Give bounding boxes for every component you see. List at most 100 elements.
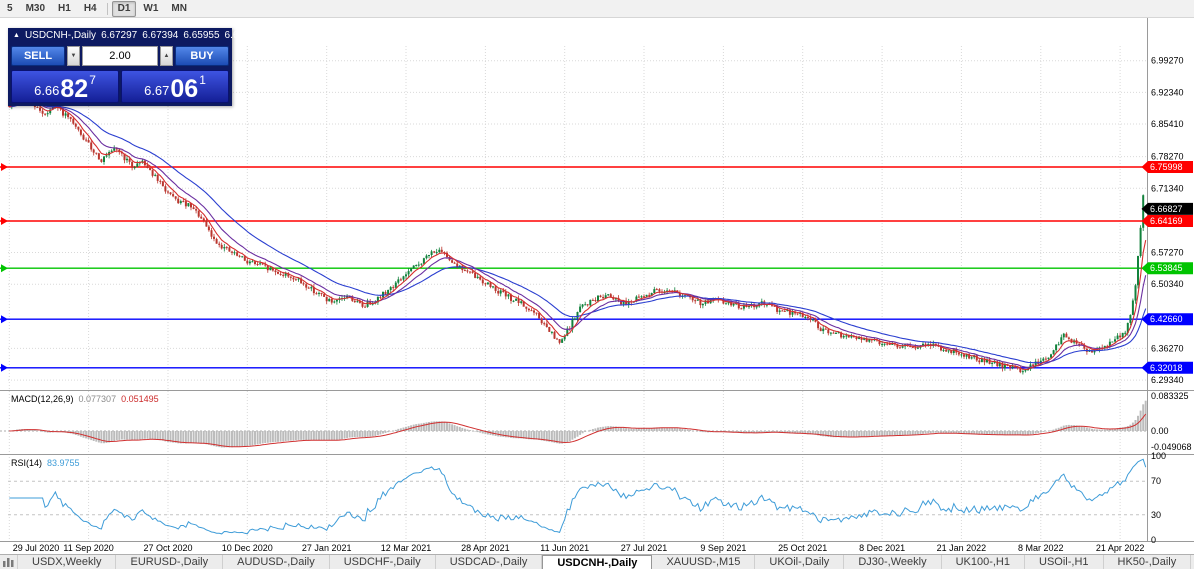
sell-price-big: 82 (60, 74, 89, 103)
macd-signal-value: 0.051495 (121, 394, 159, 404)
chart-tab-audusd-daily[interactable]: AUDUSD-,Daily (223, 555, 330, 569)
macd-signal-line (9, 413, 1147, 448)
macd-panel (0, 400, 1147, 448)
chart-tab-bar: USDX,Weekly EURUSD-,Daily AUDUSD-,Daily USD… (0, 554, 1194, 569)
price-badge (1141, 215, 1193, 227)
price-badge (1141, 361, 1193, 374)
collapse-panel-icon[interactable]: ▲ (13, 32, 20, 39)
chart-tab-ukoil-daily[interactable]: UKOil-,Daily (755, 555, 845, 569)
timeframe-5[interactable]: 5 (1, 1, 19, 17)
price-axis-label: 6.57270 (1151, 248, 1184, 258)
price-badge (1141, 202, 1193, 215)
time-axis-label: 10 Dec 2020 (222, 543, 273, 553)
price-axis-label: 6.36270 (1151, 343, 1184, 353)
buy-button[interactable]: BUY (175, 46, 229, 66)
moving-average-lines (8, 99, 1147, 370)
chart-background (0, 18, 1194, 554)
time-axis-label: 11 Sep 2020 (63, 543, 113, 553)
moving-average-line (8, 99, 1147, 370)
price-badge-label: 6.64169 (1150, 216, 1183, 226)
rsi-axis-label: 70 (1151, 476, 1161, 486)
level-left-marker (1, 315, 8, 324)
macd-axis-min: -0.049068 (1151, 442, 1192, 452)
time-axis-label: 9 Sep 2021 (700, 543, 746, 553)
level-left-marker (1, 264, 8, 273)
time-axis-label: 25 Oct 2021 (778, 543, 827, 553)
timeframe-d1[interactable]: D1 (111, 0, 137, 17)
chart-tab-xauusd-m15[interactable]: XAUUSD-,M15 (652, 555, 756, 569)
price-axis-label: 6.71340 (1151, 183, 1184, 193)
sell-price-button[interactable]: 6.66 82 7 (11, 70, 119, 103)
price-axis-label: 6.29340 (1151, 375, 1184, 385)
time-axis-label: 8 Mar 2022 (1018, 543, 1064, 553)
panel-separators[interactable] (0, 18, 1194, 542)
price-chart[interactable]: 6.99270 6.92340 6.85410 6.78270 6.71340 6.572… (0, 18, 1194, 554)
time-axis-label: 11 Jun 2021 (540, 543, 589, 553)
price-badge-label: 6.66827 (1150, 204, 1183, 214)
time-axis-label: 8 Dec 2021 (859, 543, 905, 553)
volume-decrease-button[interactable]: ▼ (67, 46, 80, 66)
price-badge (1141, 313, 1193, 326)
chart-tab-usoil-h1[interactable]: USOil-,H1 (1025, 555, 1104, 569)
timeframe-m30[interactable]: M30 (20, 1, 51, 17)
moving-average-line (9, 101, 1147, 368)
price-badge-label: 6.75998 (1150, 162, 1183, 172)
one-click-trading-panel: ▲ USDCNH-,Daily 6.67297 6.67394 6.65955 … (8, 28, 261, 106)
trade-price-row: 6.66 82 7 6.67 06 1 (8, 68, 232, 106)
rsi-axis-label: 100 (1151, 451, 1166, 461)
timeframe-h1[interactable]: H1 (52, 1, 77, 17)
chart-tab-eurusd-daily[interactable]: EURUSD-,Daily (116, 555, 224, 569)
level-left-marker (1, 217, 8, 225)
sell-price-pip: 7 (89, 73, 96, 87)
chart-tab-dj30-weekly[interactable]: DJ30-,Weekly (844, 555, 942, 569)
time-axis-label: 21 Apr 2022 (1096, 543, 1145, 553)
price-badges: 6.75998 6.64169 6.53845 6.42660 6.32018 6.668… (1141, 161, 1193, 374)
price-axis-label: 6.50340 (1151, 279, 1184, 289)
chart-symbol-title: USDCNH-,Daily (24, 30, 97, 41)
timeframe-w1[interactable]: W1 (137, 1, 164, 17)
chart-tab-hk50-daily[interactable]: HK50-,Daily (1104, 555, 1192, 569)
time-axis-label: 12 Mar 2021 (381, 543, 432, 553)
time-axis-label: 27 Jul 2021 (621, 543, 668, 553)
macd-main-value: 0.077307 (78, 394, 117, 404)
price-badge (1141, 161, 1193, 173)
time-axis-label: 27 Oct 2020 (143, 543, 192, 553)
timeframe-mn[interactable]: MN (165, 1, 193, 17)
sell-button[interactable]: SELL (11, 46, 65, 66)
moving-average-line (9, 103, 1147, 364)
price-axis-label: 6.92340 (1151, 87, 1184, 97)
chart-tab-usdcnh-daily[interactable]: USDCNH-,Daily (542, 555, 653, 569)
chart-tab-usdchf-daily[interactable]: USDCHF-,Daily (330, 555, 436, 569)
rsi-name: RSI(14) (11, 458, 43, 468)
buy-price-pip: 1 (199, 73, 206, 87)
rsi-value: 83.9755 (47, 458, 80, 468)
level-lines[interactable] (0, 163, 1147, 372)
buy-price-button[interactable]: 6.67 06 1 (121, 70, 229, 103)
price-badge-label: 6.53845 (1150, 263, 1183, 273)
sell-price-prefix: 6.66 (34, 83, 60, 98)
volume-input[interactable] (82, 46, 158, 66)
level-left-marker (1, 363, 8, 372)
timeframe-h4[interactable]: H4 (78, 1, 103, 17)
chart-tab-uk100-h1[interactable]: UK100-,H1 (942, 555, 1025, 569)
ohlc-open: 6.67297 (101, 30, 138, 41)
price-axis-label: 6.85410 (1151, 119, 1184, 129)
rsi-axis-label: 30 (1151, 510, 1161, 520)
price-axis-label: 6.99270 (1151, 56, 1184, 66)
price-axis-label: 6.78270 (1151, 152, 1184, 162)
chart-tab-usdcad-daily[interactable]: USDCAD-,Daily (436, 555, 543, 569)
price-badge-label: 6.42660 (1150, 314, 1183, 324)
price-badge (1141, 262, 1193, 275)
macd-axis-max: 0.083325 (1151, 391, 1189, 401)
rsi-indicator-label: RSI(14) 83.9755 (11, 458, 80, 468)
volume-increase-button[interactable]: ▲ (160, 46, 173, 66)
chart-tab-usdx-weekly[interactable]: USDX,Weekly (18, 555, 117, 569)
ohlc-high: 6.67394 (142, 30, 179, 41)
rsi-line (9, 458, 1147, 535)
rsi-axis-label: 0 (1151, 535, 1156, 545)
trade-controls-row: SELL ▼ ▲ BUY (8, 43, 232, 68)
chart-area: 6.99270 6.92340 6.85410 6.78270 6.71340 6.572… (0, 18, 1194, 554)
time-axis-label: 27 Jan 2021 (302, 543, 352, 553)
time-axis: 29 Jul 2020 11 Sep 2020 27 Oct 2020 10 Dec … (13, 543, 1145, 553)
ohlc-close: 6.66827 (224, 30, 261, 41)
